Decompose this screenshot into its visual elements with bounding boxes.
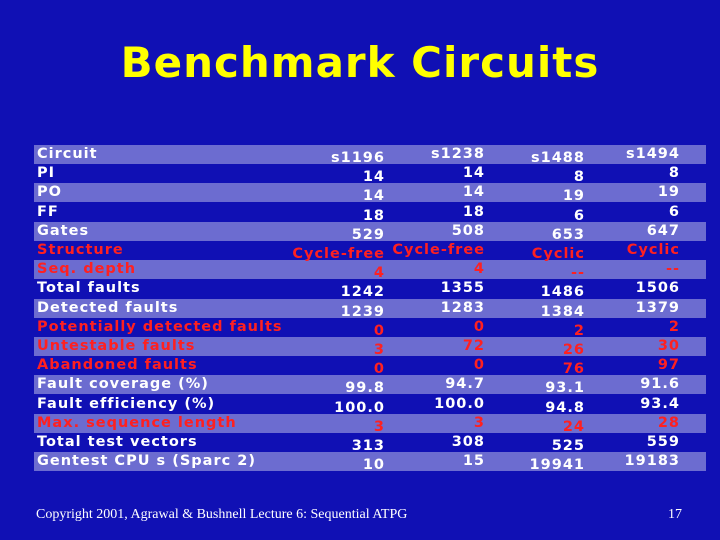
- table-row-band: [34, 260, 706, 280]
- row-label: Untestable faults: [37, 338, 196, 354]
- table-row-band: [34, 183, 706, 203]
- table-cell: 14: [462, 184, 485, 201]
- header-circuit-name: s1238: [431, 146, 485, 162]
- table-cell: --: [570, 265, 585, 282]
- table-cell: 14: [362, 169, 385, 186]
- table-cell: 1379: [635, 299, 680, 316]
- table-cell: 3: [373, 342, 385, 358]
- row-label: Total faults: [37, 280, 141, 297]
- table-cell: 529: [351, 226, 385, 243]
- table-cell: 0: [373, 322, 385, 339]
- table-cell: 19183: [624, 453, 680, 470]
- row-label: Max. sequence length: [37, 414, 237, 431]
- header-circuit-name: s1488: [531, 150, 585, 166]
- table-cell: 1239: [340, 303, 385, 320]
- row-label: Total test vectors: [37, 434, 198, 450]
- table-cell: 508: [451, 222, 485, 239]
- table-cell: Cyclic: [531, 246, 585, 262]
- table-cell: 3: [473, 414, 485, 431]
- table-row-band: [34, 452, 706, 472]
- table-cell: 1355: [440, 280, 485, 297]
- table-cell: 10: [362, 457, 385, 474]
- slide-footer: Copyright 2001, Agrawal & Bushnell Lectu…: [36, 507, 408, 522]
- table-cell: 308: [451, 434, 485, 450]
- header-circuit-name: s1494: [626, 146, 680, 162]
- table-cell: 313: [351, 438, 385, 454]
- row-label: PI: [37, 165, 56, 182]
- table-cell: Cycle-free: [392, 242, 485, 258]
- table-row-band: [34, 145, 706, 164]
- table-cell: 94.8: [545, 399, 585, 416]
- table-cell: --: [665, 261, 680, 278]
- table-cell: 18: [462, 203, 485, 220]
- table-row-band: [34, 337, 706, 356]
- table-cell: Cycle-free: [292, 246, 385, 262]
- table-cell: 3: [373, 418, 385, 435]
- table-cell: 4: [373, 265, 385, 282]
- table-cell: 93.1: [545, 380, 585, 397]
- header-circuit-label: Circuit: [37, 146, 98, 162]
- table-cell: 559: [646, 434, 680, 450]
- table-cell: 76: [562, 361, 585, 378]
- table-cell: 14: [462, 165, 485, 182]
- slide-title: Benchmark Circuits: [120, 38, 600, 87]
- table-cell: 525: [551, 438, 585, 454]
- table-cell: 72: [462, 338, 485, 354]
- table-cell: 1283: [440, 299, 485, 316]
- header-circuit-name: s1196: [331, 150, 385, 166]
- table-cell: 19: [657, 184, 680, 201]
- table-cell: 99.8: [345, 380, 385, 397]
- table-row-band: [34, 298, 706, 318]
- table-cell: 6: [573, 207, 585, 224]
- table-cell: 1242: [340, 284, 385, 301]
- table-cell: 19941: [529, 457, 585, 474]
- row-label: Seq. depth: [37, 261, 137, 278]
- row-label: PO: [37, 184, 62, 201]
- row-label: Gentest CPU s (Sparc 2): [37, 453, 256, 470]
- table-cell: 1506: [635, 280, 680, 297]
- table-row-band: [34, 375, 706, 395]
- table-cell: 100.0: [334, 399, 385, 416]
- row-label: Detected faults: [37, 299, 179, 316]
- table-cell: 653: [551, 226, 585, 243]
- table-cell: 0: [373, 361, 385, 378]
- table-cell: 2: [573, 322, 585, 339]
- row-label: Fault efficiency (%): [37, 395, 216, 412]
- table-cell: 4: [473, 261, 485, 278]
- table-cell: 91.6: [640, 376, 680, 393]
- table-cell: 97: [657, 357, 680, 374]
- table-cell: 15: [462, 453, 485, 470]
- table-cell: 1384: [540, 303, 585, 320]
- table-row-band: [34, 221, 706, 241]
- table-cell: 0: [473, 357, 485, 374]
- table-cell: 647: [646, 222, 680, 239]
- table-cell: 8: [573, 169, 585, 186]
- table-cell: 19: [562, 188, 585, 205]
- page-number: 17: [668, 507, 682, 522]
- row-label: FF: [37, 203, 59, 220]
- table-cell: 93.4: [640, 395, 680, 412]
- table-cell: 30: [657, 338, 680, 354]
- table-cell: 26: [562, 342, 585, 358]
- table-cell: 8: [668, 165, 680, 182]
- table-cell: 1486: [540, 284, 585, 301]
- table-row-band: [34, 413, 706, 433]
- table-cell: Cyclic: [626, 242, 680, 258]
- table-cell: 2: [668, 318, 680, 335]
- table-cell: 6: [668, 203, 680, 220]
- table-cell: 14: [362, 188, 385, 205]
- table-cell: 100.0: [434, 395, 485, 412]
- row-label: Potentially detected faults: [37, 318, 283, 335]
- table-cell: 94.7: [445, 376, 485, 393]
- row-label: Gates: [37, 222, 90, 239]
- table-cell: 28: [657, 414, 680, 431]
- table-cell: 24: [562, 418, 585, 435]
- row-label: Structure: [37, 242, 124, 258]
- table-cell: 0: [473, 318, 485, 335]
- row-label: Fault coverage (%): [37, 376, 209, 393]
- row-label: Abandoned faults: [37, 357, 198, 374]
- table-cell: 18: [362, 207, 385, 224]
